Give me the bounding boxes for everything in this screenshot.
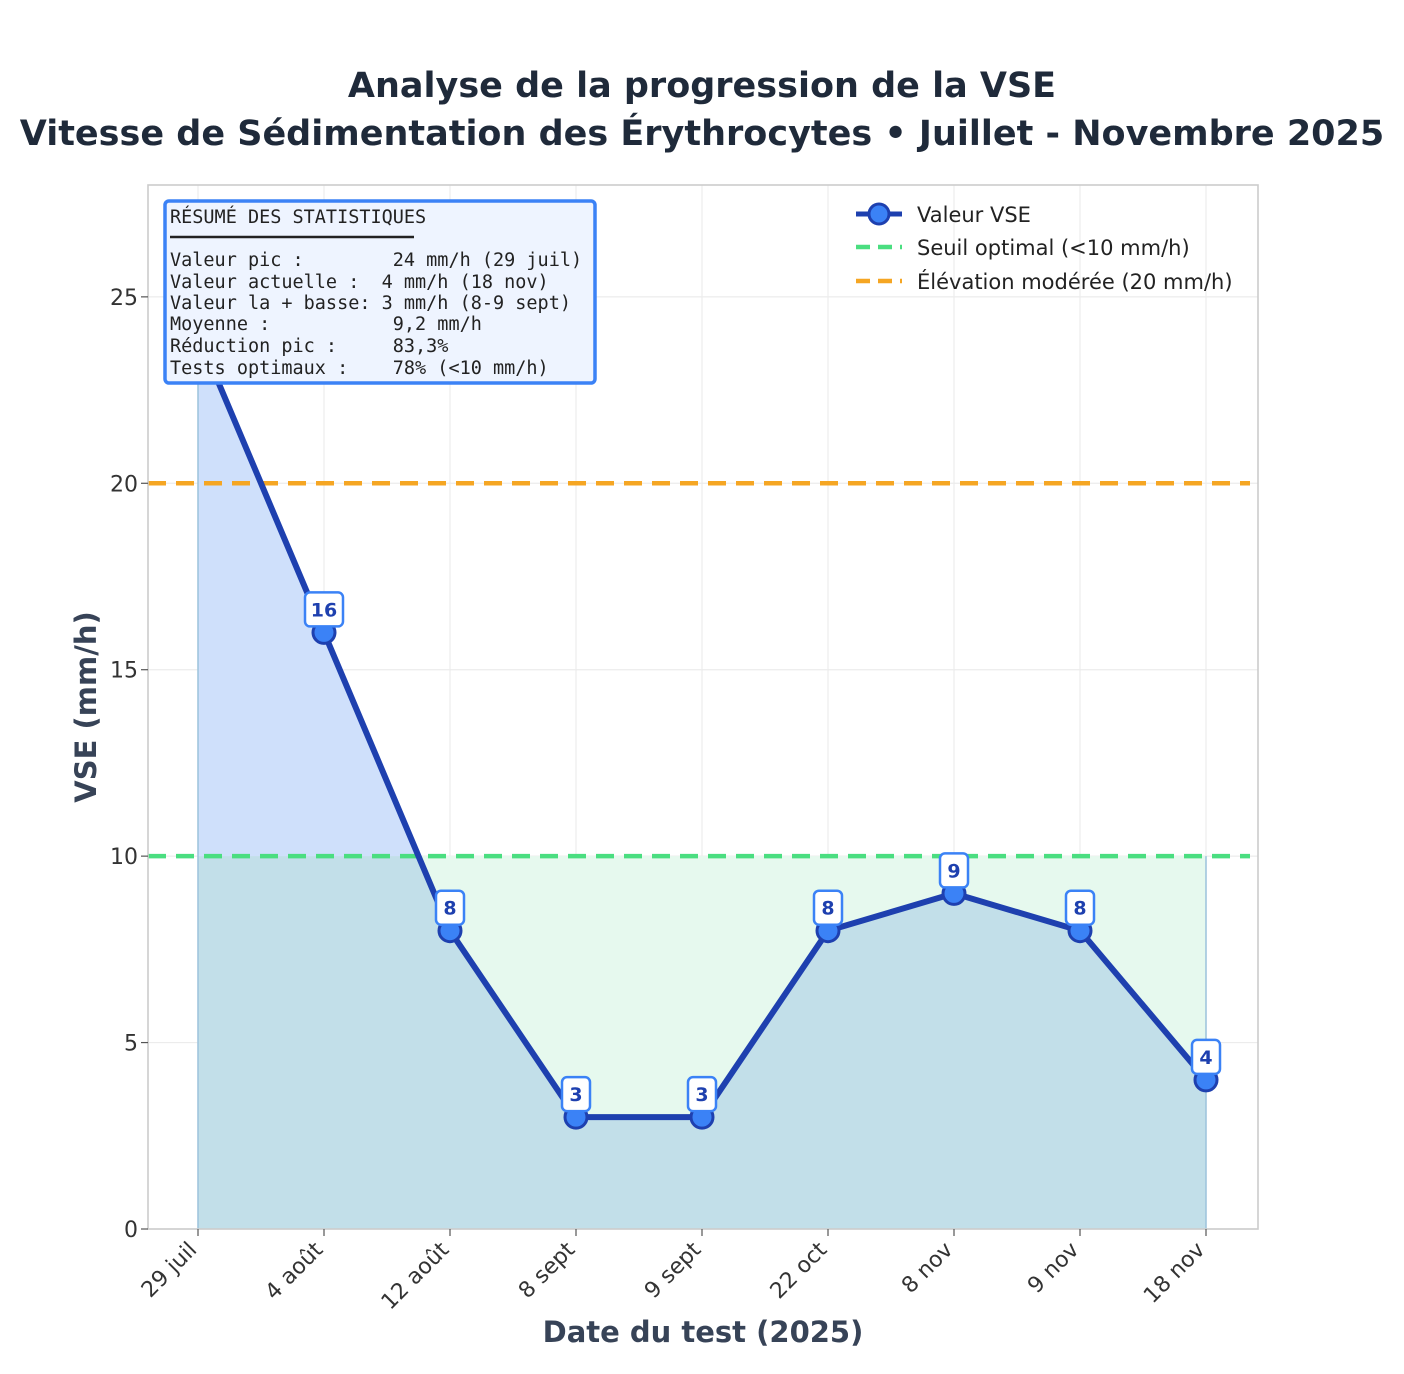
data-label-box	[560, 1075, 592, 1113]
data-label-box	[1064, 889, 1096, 926]
data-label: 3	[695, 1084, 708, 1106]
data-label: 4	[1199, 1047, 1212, 1069]
chart-title-block: Analyse de la progression de la VSE Vite…	[0, 62, 1404, 158]
x-tick-label: 9 sept	[640, 1237, 706, 1303]
data-label-box	[434, 889, 466, 926]
statistics-line: Réduction pic : 83,3%	[170, 336, 448, 357]
statistics-box-frame	[163, 199, 597, 385]
data-label-box	[303, 591, 345, 628]
x-tick-label: 9 nov	[1023, 1238, 1084, 1299]
data-label: 8	[443, 898, 456, 920]
x-tick-label: 8 sept	[514, 1237, 580, 1303]
data-label: 3	[569, 1084, 582, 1106]
statistics-line: Valeur pic : 24 mm/h (29 juil)	[170, 250, 582, 271]
y-tick-label: 20	[110, 472, 138, 497]
data-label: 16	[311, 599, 337, 621]
statistics-box: RÉSUMÉ DES STATISTIQUES Valeur pic : 24 …	[163, 199, 597, 385]
y-axis-title: VSE (mm/h)	[69, 611, 103, 802]
x-tick-label: 18 nov	[1139, 1238, 1210, 1309]
y-tick-label: 0	[124, 1218, 138, 1243]
x-tick-label: 8 nov	[897, 1238, 958, 1299]
data-label-box	[1190, 1038, 1222, 1076]
legend-label-moderate: Élévation modérée (20 mm/h)	[917, 269, 1233, 294]
legend-marker	[867, 202, 891, 226]
x-axis-title: Date du test (2025)	[543, 1315, 864, 1349]
data-label-box	[686, 1075, 718, 1113]
data-labels: 16 8 3 3 8 9 8 4	[303, 591, 1222, 1113]
statistics-header: RÉSUMÉ DES STATISTIQUES	[170, 206, 426, 228]
y-tick-label: 5	[124, 1032, 138, 1057]
chart-title: Analyse de la progression de la VSE	[347, 66, 1057, 106]
reference-lines	[148, 481, 1250, 859]
y-tick-label: 10	[110, 845, 138, 870]
data-label-box	[812, 889, 844, 926]
x-tick-label: 4 août	[261, 1237, 329, 1305]
data-label-box	[938, 852, 970, 889]
legend-label-optimal: Seuil optimal (<10 mm/h)	[917, 236, 1190, 260]
statistics-line: Valeur actuelle : 4 mm/h (18 nov)	[170, 272, 549, 293]
plot-frame	[147, 184, 1259, 1230]
data-label: 8	[1073, 898, 1086, 920]
y-tick-label: 25	[110, 286, 138, 311]
statistics-line: Tests optimaux : 78% (<10 mm/h)	[170, 358, 549, 379]
x-tick-label: 22 oct	[766, 1237, 833, 1304]
data-label: 9	[947, 860, 960, 882]
overlap-fill	[198, 856, 1206, 1229]
x-tick-label: 29 juil	[137, 1238, 202, 1303]
legend-label-series: Valeur VSE	[917, 203, 1031, 227]
statistics-line: Moyenne : 9,2 mm/h	[170, 314, 482, 335]
y-tick-label: 15	[110, 659, 138, 684]
chart-subtitle: Vitesse de Sédimentation des Érythrocyte…	[19, 114, 1385, 154]
statistics-line: Valeur la + basse: 3 mm/h (8-9 sept)	[170, 293, 571, 314]
x-tick-label: 12 août	[377, 1237, 455, 1315]
legend: Valeur VSE Seuil optimal (<10 mm/h) Élév…	[856, 202, 1233, 294]
data-label: 8	[821, 898, 834, 920]
